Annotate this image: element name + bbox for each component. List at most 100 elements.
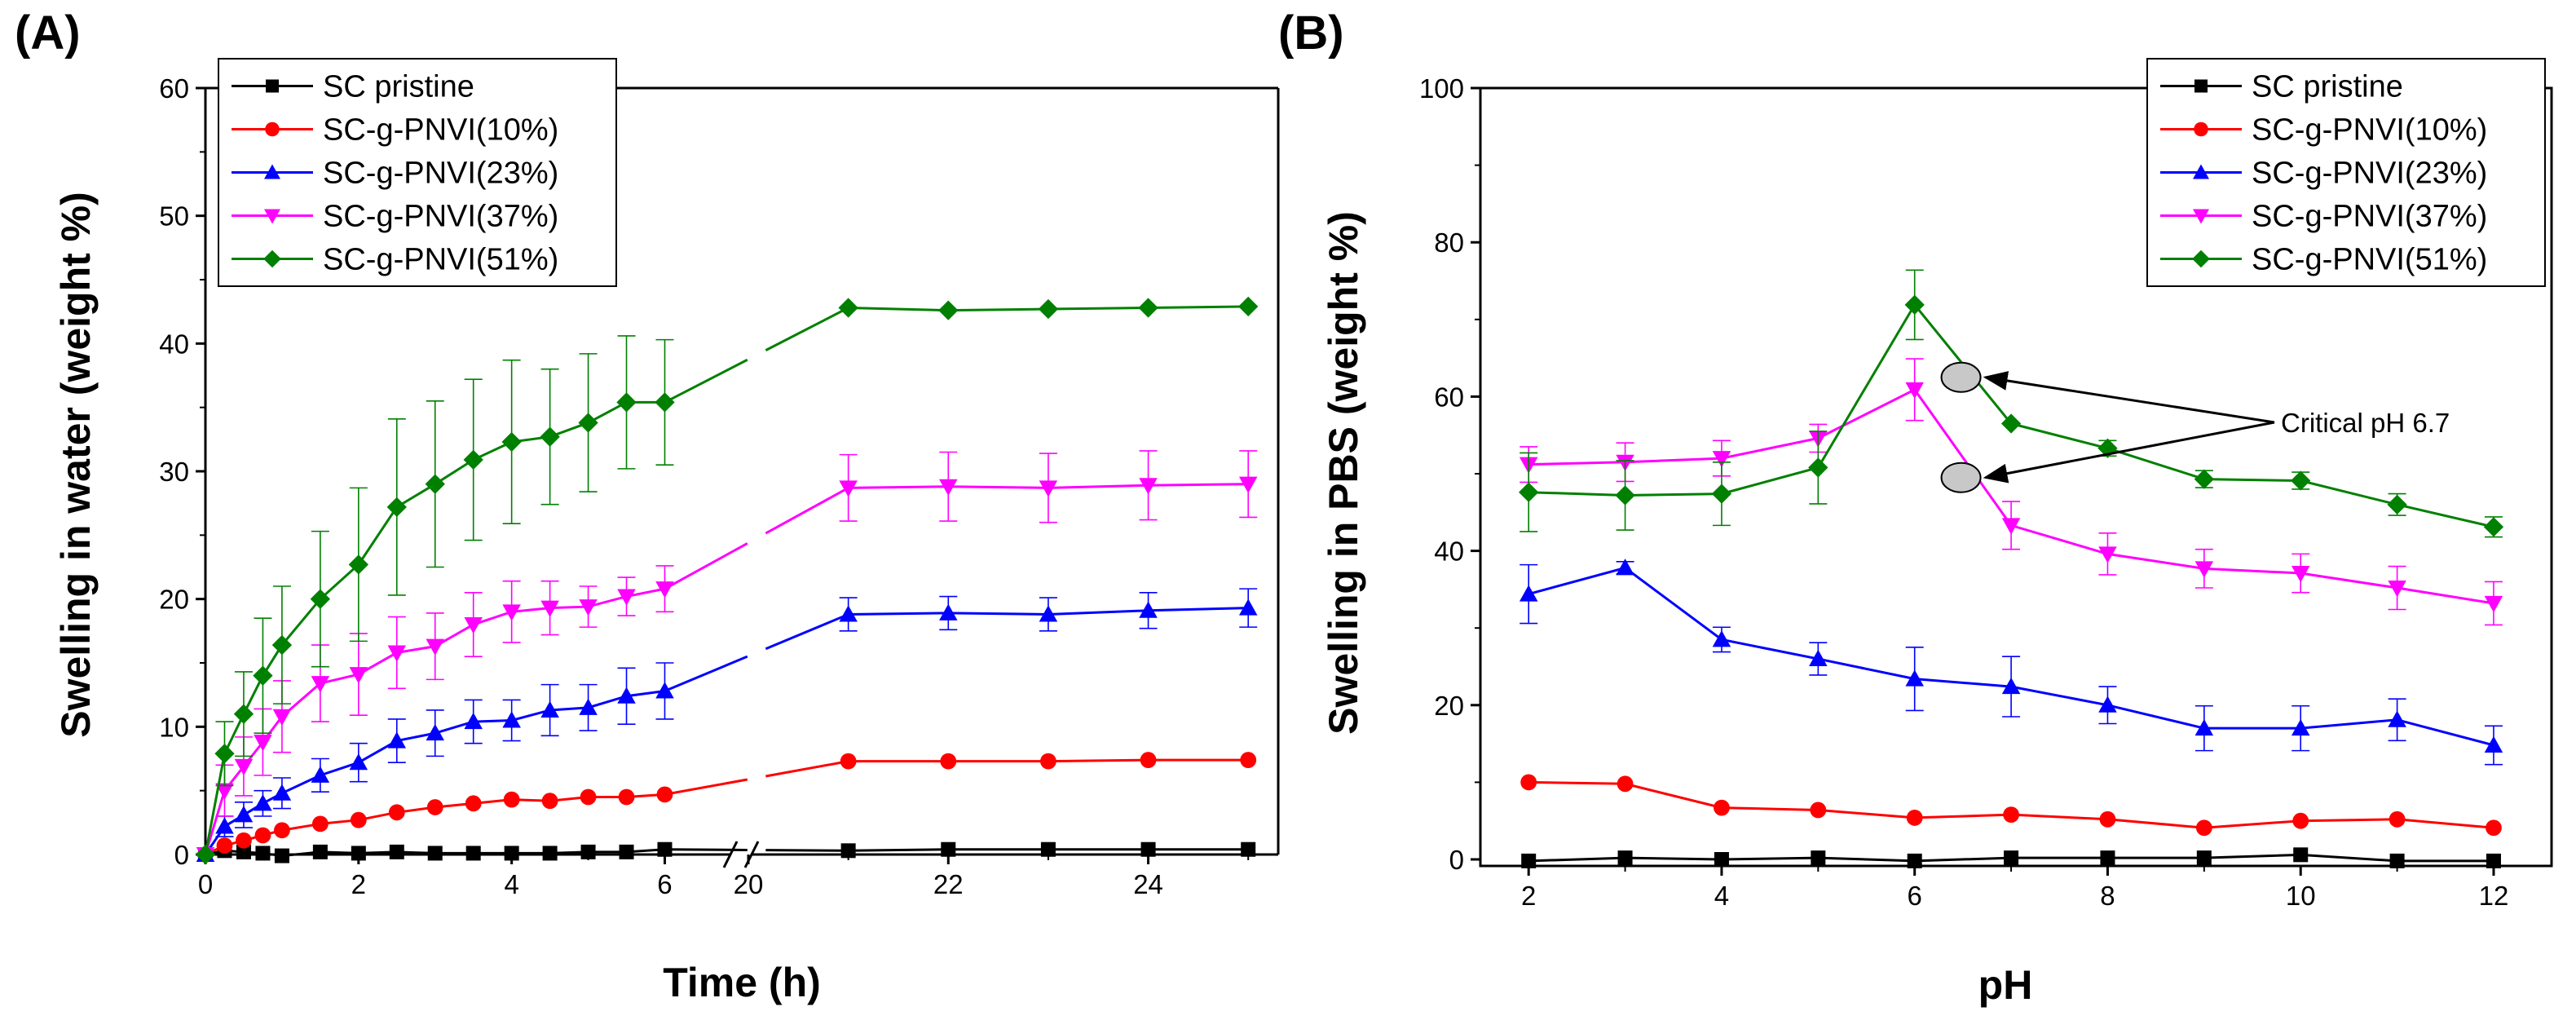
data-point [216, 837, 233, 854]
data-point [214, 744, 235, 764]
data-point [351, 846, 366, 861]
critical-ph-annotation: Critical pH 6.7 [2281, 408, 2450, 438]
x-tick-label: 24 [1133, 869, 1163, 899]
data-point [1140, 841, 1156, 857]
series-line-segment [765, 849, 849, 852]
y-tick-label: 80 [1434, 227, 1464, 258]
data-point [1714, 799, 1730, 816]
legend-item-sc-g-pnvi-23: SC-g-PNVI(23%) [232, 157, 558, 191]
y-tick-label: 0 [1449, 845, 1464, 875]
x-tick-label: 12 [2479, 881, 2509, 911]
data-point [2293, 847, 2309, 863]
data-point [2291, 718, 2310, 736]
legend-item-sc-g-pnvi-51: SC-g-PNVI(51%) [232, 243, 558, 277]
data-point [215, 817, 234, 834]
series-line-segment [664, 542, 748, 590]
data-point [579, 698, 598, 715]
legend-label: SC-g-PNVI(37%) [323, 200, 558, 234]
data-point [1521, 853, 1537, 868]
legend-label: SC-g-PNVI(23%) [2252, 157, 2487, 191]
data-point [938, 300, 959, 320]
series-sc-g-pnvi-51 [1519, 269, 2504, 538]
data-point [234, 806, 254, 823]
data-point [2099, 810, 2116, 828]
data-point [387, 731, 407, 749]
data-point [656, 786, 673, 803]
data-point [657, 841, 673, 857]
data-point [2291, 470, 2311, 491]
series-line-segment [664, 778, 748, 796]
legend-label: SC-g-PNVI(37%) [2252, 200, 2487, 234]
data-point [236, 844, 251, 859]
data-point [1038, 298, 1059, 320]
data-point [2001, 518, 2021, 535]
data-point [464, 712, 483, 730]
critical-ph-ellipse [1940, 462, 1982, 493]
data-point [2486, 819, 2502, 837]
data-point [2388, 710, 2406, 727]
legend-label: SC-g-PNVI(10%) [2252, 113, 2487, 148]
y-tick-label: 60 [1434, 382, 1464, 412]
data-point [425, 474, 445, 494]
series-sc-g-pnvi-23 [1519, 559, 2503, 766]
data-point [1810, 802, 1827, 819]
data-point [2194, 561, 2214, 578]
data-point [426, 638, 444, 656]
data-point [1039, 480, 1058, 497]
data-point [1808, 457, 1828, 478]
legend-label: SC-g-PNVI(51%) [2252, 243, 2487, 277]
y-tick-label: 0 [174, 840, 189, 870]
data-point [1809, 649, 1828, 667]
data-point [580, 844, 596, 859]
data-point [1138, 298, 1158, 318]
data-point [2483, 517, 2504, 537]
data-point [349, 667, 368, 684]
data-point [1519, 585, 1538, 602]
data-point [272, 709, 292, 726]
data-point [2001, 677, 2021, 695]
critical-ph-arrow [1983, 421, 2275, 484]
data-point [2484, 595, 2503, 613]
data-point [463, 449, 483, 470]
data-point [311, 676, 330, 693]
data-point [2100, 850, 2115, 866]
data-point [2098, 546, 2117, 563]
x-tick-label: 2 [1521, 881, 1536, 911]
data-point [1238, 296, 1259, 317]
legend-item-sc-g-pnvi-10: SC-g-PNVI(10%) [2160, 113, 2487, 148]
data-point [616, 392, 637, 413]
data-point [655, 682, 674, 699]
series-line-segment [664, 655, 748, 692]
data-point [1240, 752, 1257, 768]
data-point [274, 822, 290, 839]
data-point [465, 795, 482, 812]
axis-break-mark [722, 841, 739, 868]
data-point [1905, 669, 1924, 687]
panel-b-swelling-pbs: (B) Swelling in PBS (weight %) pH 0 20 40 6… [1278, 7, 2553, 1008]
data-point [389, 844, 404, 859]
data-point [540, 600, 559, 617]
x-tick-label: 10 [2286, 881, 2316, 911]
data-point [1906, 810, 1923, 826]
data-point [271, 634, 293, 656]
data-point [2098, 696, 2117, 713]
legend-item-sc-g-pnvi-23: SC-g-PNVI(23%) [2160, 157, 2487, 191]
data-point [501, 431, 522, 453]
data-point [272, 784, 292, 801]
data-point [310, 589, 331, 609]
series-sc-g-pnvi-51 [195, 296, 1259, 865]
data-point [941, 841, 956, 857]
panel-a-x-axis-title: Time (h) [663, 960, 821, 1005]
y-tick-label: 20 [159, 585, 189, 615]
data-point [234, 758, 254, 776]
legend-label: SC pristine [323, 70, 474, 104]
panel-b-y-axis-title: Swelling in PBS (weight %) [1321, 211, 1366, 735]
data-point [1617, 850, 1633, 866]
data-point [1139, 601, 1158, 618]
x-tick-label: 8 [2100, 881, 2115, 911]
legend-marker [2192, 250, 2210, 268]
x-tick-label: 6 [657, 869, 672, 899]
x-tick-label: 6 [1908, 881, 1922, 911]
legend-item-sc-pristine: SC pristine [232, 70, 474, 104]
panel-b-x-axis-title: pH [1978, 962, 2033, 1008]
